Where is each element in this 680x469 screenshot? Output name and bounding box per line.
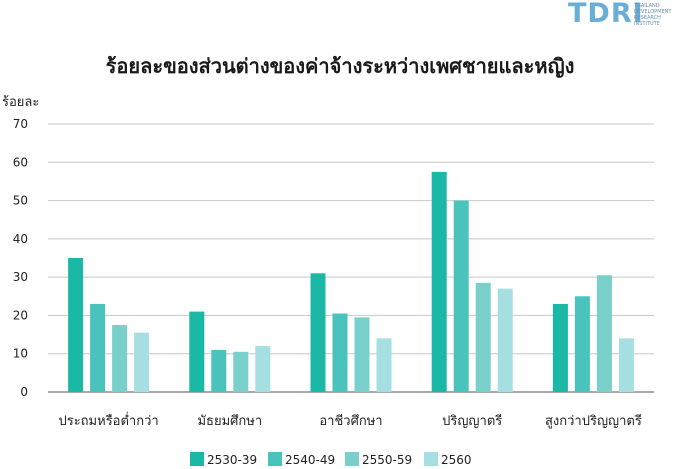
bar [453, 200, 469, 392]
bar [68, 258, 84, 392]
bar [376, 338, 392, 392]
category-label: มัธยมศึกษา [197, 414, 262, 429]
y-tick-label: 30 [13, 270, 28, 284]
legend-swatch [190, 452, 204, 466]
logo-subtitle-line: INSTITUTE [634, 21, 660, 27]
logo-subtitle-line: THAILAND [634, 3, 660, 9]
bar [211, 349, 227, 392]
tdri-logo: TDRI THAILAND DEVELOPMENT RESEARCH INSTI… [568, 0, 680, 30]
bar [552, 303, 568, 392]
legend-item: 2540-49 [268, 452, 335, 467]
logo-subtitle-line: RESEARCH [634, 15, 661, 21]
y-tick-label: 20 [13, 308, 28, 322]
legend-item: 2530-39 [190, 452, 257, 467]
bar [618, 338, 634, 392]
bar [189, 311, 205, 392]
bar [475, 282, 491, 392]
legend-label: 2550-59 [362, 453, 412, 467]
legend-label: 2530-39 [207, 453, 257, 467]
bars [68, 171, 634, 392]
chart-title: ร้อยละของส่วนต่างของค่าจ้างระหว่างเพศชาย… [105, 54, 575, 78]
logo-subtitle-line: DEVELOPMENT [634, 9, 672, 15]
category-label: สูงกว่าปริญญาตรี [545, 413, 642, 429]
bar [90, 303, 106, 392]
legend-swatch [268, 452, 282, 466]
y-tick-label: 50 [13, 194, 28, 208]
bar [497, 288, 513, 392]
bar [134, 332, 150, 392]
y-tick-label: 0 [20, 385, 28, 399]
legend-item: 2550-59 [345, 452, 412, 467]
bar [310, 273, 326, 392]
y-axis-label: ร้อยละ [2, 95, 40, 110]
legend-swatch [345, 452, 359, 466]
bar [354, 317, 370, 392]
category-labels: ประถมหรือต่ำกว่า มัธยมศึกษา อาชีวศึกษา ปริญ… [58, 412, 641, 429]
category-label: อาชีวศึกษา [319, 413, 382, 429]
legend-label: 2560 [441, 453, 472, 467]
category-label: ประถมหรือต่ำกว่า [58, 412, 158, 429]
bar [233, 351, 249, 392]
bar [574, 296, 590, 392]
bar [596, 275, 612, 392]
y-tick-label: 60 [13, 155, 28, 169]
legend-item: 2560 [424, 452, 472, 467]
legend-swatch [424, 452, 438, 466]
y-tick-label: 70 [13, 117, 28, 131]
legend-label: 2540-49 [285, 453, 335, 467]
category-label: ปริญญาตรี [442, 413, 502, 429]
logo-subtitle: THAILAND DEVELOPMENT RESEARCH INSTITUTE [634, 3, 671, 27]
bar [112, 325, 128, 392]
y-tick-label: 10 [13, 347, 28, 361]
y-tick-label: 40 [13, 232, 28, 246]
legend: 2530-39 2540-49 2550-59 2560 [190, 452, 472, 467]
bar [431, 171, 447, 392]
y-tick-labels: 0 10 20 30 40 50 60 70 [13, 117, 28, 399]
logo-text: TDRI [568, 0, 644, 29]
bar [255, 346, 271, 392]
bar [332, 313, 348, 392]
